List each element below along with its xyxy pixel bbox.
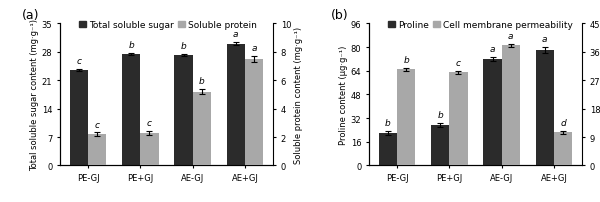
Text: c: c bbox=[95, 120, 100, 129]
Bar bbox=[70, 71, 88, 166]
Bar bbox=[502, 46, 520, 166]
Text: a: a bbox=[542, 35, 548, 44]
Bar bbox=[431, 125, 449, 166]
Text: c: c bbox=[76, 57, 82, 66]
Bar bbox=[122, 55, 140, 166]
Bar bbox=[175, 56, 193, 166]
Text: b: b bbox=[128, 41, 134, 50]
Text: c: c bbox=[456, 59, 461, 68]
Bar bbox=[484, 60, 502, 166]
Text: b: b bbox=[385, 119, 391, 127]
Bar bbox=[449, 73, 467, 166]
Text: a: a bbox=[233, 30, 239, 39]
Text: b: b bbox=[437, 111, 443, 120]
Bar bbox=[140, 133, 158, 166]
Bar bbox=[193, 92, 211, 166]
Y-axis label: Proline content (μg·g⁻¹): Proline content (μg·g⁻¹) bbox=[339, 45, 348, 144]
Text: d: d bbox=[560, 119, 566, 127]
Bar bbox=[245, 60, 263, 166]
Bar bbox=[227, 44, 245, 166]
Text: a: a bbox=[508, 32, 514, 41]
Legend: Proline, Cell membrane permeability: Proline, Cell membrane permeability bbox=[384, 17, 577, 34]
Bar bbox=[536, 51, 554, 166]
Text: a: a bbox=[251, 44, 257, 53]
Text: a: a bbox=[490, 45, 495, 54]
Text: b: b bbox=[181, 42, 187, 51]
Bar bbox=[379, 133, 397, 166]
Text: b: b bbox=[403, 56, 409, 65]
Bar bbox=[397, 70, 415, 166]
Text: c: c bbox=[147, 119, 152, 127]
Text: (a): (a) bbox=[22, 8, 39, 21]
Text: b: b bbox=[199, 77, 205, 86]
Y-axis label: Soluble protein content (mg·g⁻¹): Soluble protein content (mg·g⁻¹) bbox=[294, 27, 303, 163]
Bar bbox=[88, 135, 106, 166]
Text: (b): (b) bbox=[331, 8, 348, 21]
Bar bbox=[554, 133, 572, 166]
Y-axis label: Total soluble sugar content (mg·g⁻¹): Total soluble sugar content (mg·g⁻¹) bbox=[30, 19, 39, 170]
Legend: Total soluble sugar, Soluble protein: Total soluble sugar, Soluble protein bbox=[75, 17, 260, 34]
